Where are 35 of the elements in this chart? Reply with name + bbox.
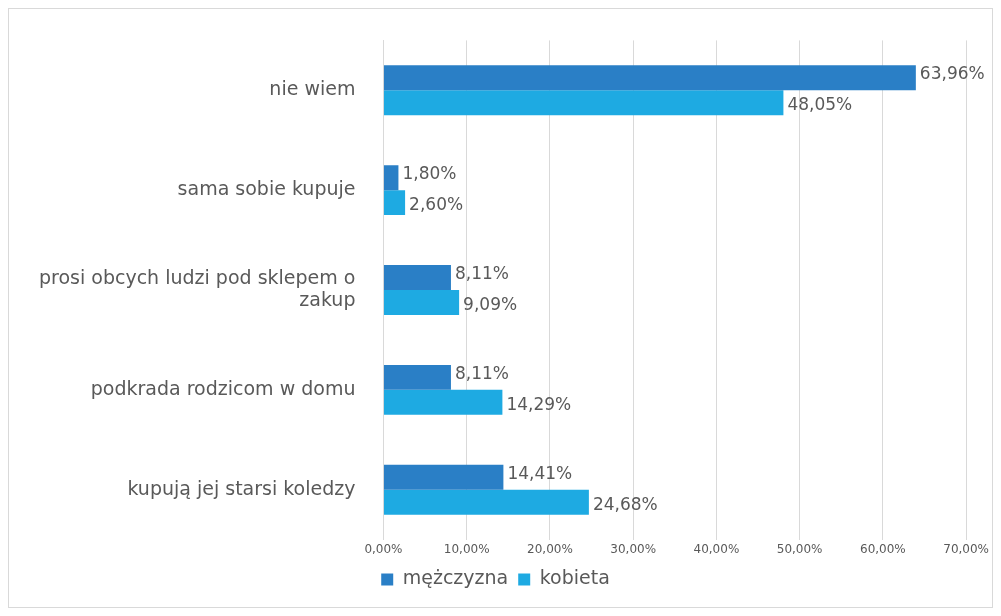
x-tick-label: 40,00% bbox=[693, 541, 740, 556]
bar bbox=[383, 165, 399, 191]
bar bbox=[383, 65, 916, 91]
data-label: 14,41% bbox=[507, 462, 573, 483]
bar bbox=[383, 190, 406, 216]
legend-label: kobieta bbox=[539, 566, 610, 589]
data-label: 48,05% bbox=[787, 94, 853, 115]
x-tick-label: 70,00% bbox=[943, 541, 989, 556]
x-tick-label: 0,00% bbox=[364, 541, 403, 556]
legend-label: mężczyzna bbox=[402, 566, 509, 589]
bar bbox=[383, 464, 504, 490]
y-tick-label: podkrada rodzicom w domu bbox=[90, 376, 356, 399]
y-tick-label: kupują jej starsi koledzy bbox=[127, 476, 356, 499]
bar bbox=[383, 389, 503, 415]
x-tick-label: 60,00% bbox=[860, 541, 906, 556]
x-tick-label: 10,00% bbox=[443, 541, 490, 556]
y-tick-label: nie wiem bbox=[269, 77, 356, 100]
data-label: 1,80% bbox=[402, 163, 457, 184]
data-label: 14,29% bbox=[506, 393, 572, 414]
data-label: 9,09% bbox=[463, 293, 518, 314]
bar bbox=[383, 265, 451, 290]
data-label: 8,11% bbox=[454, 362, 509, 383]
bar bbox=[383, 489, 589, 515]
data-label: 2,60% bbox=[409, 194, 464, 215]
data-label: 8,11% bbox=[454, 262, 509, 283]
x-tick-label: 20,00% bbox=[527, 541, 573, 556]
y-tick-label: sama sobie kupuje bbox=[177, 177, 356, 200]
bar bbox=[383, 364, 451, 390]
x-tick-label: 50,00% bbox=[776, 541, 823, 556]
data-label: 63,96% bbox=[919, 63, 985, 84]
y-tick-label: prosi obcych ludzi pod sklepem o zakup bbox=[39, 265, 356, 311]
bar bbox=[383, 290, 460, 315]
x-tick-label: 30,00% bbox=[610, 541, 657, 556]
bar bbox=[383, 90, 784, 116]
data-label: 24,68% bbox=[592, 493, 658, 514]
